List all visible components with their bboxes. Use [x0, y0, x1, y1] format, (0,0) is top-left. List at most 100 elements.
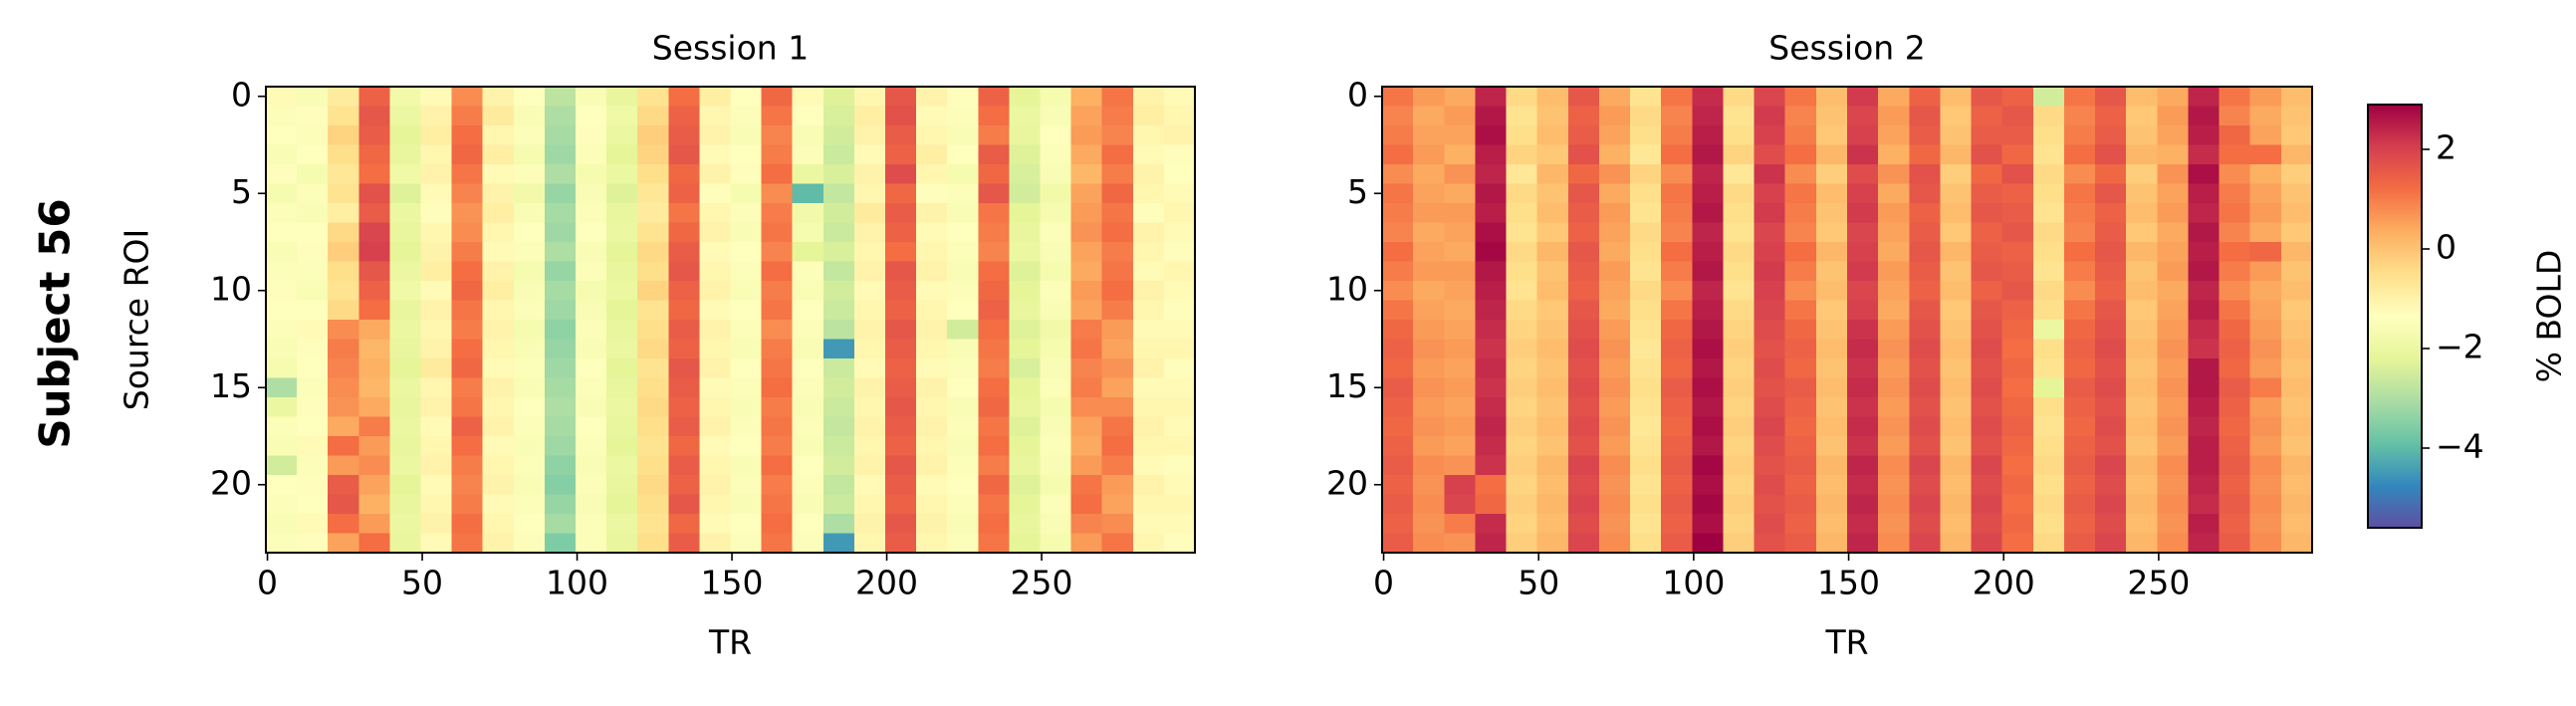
cell — [358, 203, 390, 224]
cell — [2063, 320, 2096, 341]
cell — [1971, 300, 2003, 321]
cell — [2219, 436, 2251, 457]
cell — [699, 475, 732, 496]
cell — [947, 203, 979, 224]
cell — [2095, 533, 2127, 554]
cell — [1784, 164, 1817, 185]
cell — [297, 377, 329, 398]
cell — [1909, 183, 1941, 204]
cell — [1567, 125, 1600, 146]
cell — [2126, 455, 2158, 476]
cell — [1382, 164, 1414, 185]
cell — [1382, 494, 1414, 515]
cell — [1847, 106, 1879, 126]
cell — [2126, 203, 2158, 224]
cell — [297, 494, 329, 515]
cell — [1723, 183, 1756, 204]
cell — [544, 358, 577, 379]
cell — [2157, 416, 2190, 437]
cell — [1163, 183, 1196, 204]
cell — [1847, 416, 1879, 437]
cell — [1784, 144, 1817, 165]
cell — [2063, 87, 2096, 108]
cell — [2157, 281, 2190, 302]
cell — [1536, 358, 1569, 379]
cell — [668, 475, 700, 496]
cell — [2063, 300, 2096, 321]
cell — [266, 455, 298, 476]
cell — [451, 514, 484, 535]
cell — [389, 377, 422, 398]
cell — [1661, 358, 1693, 379]
cell — [2219, 87, 2251, 108]
cell — [1101, 281, 1134, 302]
cell — [699, 87, 732, 108]
cell — [792, 377, 824, 398]
cell — [1784, 339, 1817, 359]
cell — [266, 514, 298, 535]
cell — [1909, 300, 1941, 321]
cell — [1971, 339, 2003, 359]
cell — [885, 358, 917, 379]
cell — [761, 261, 794, 282]
cell — [730, 125, 763, 146]
cell — [1101, 183, 1134, 204]
cell — [2249, 222, 2282, 243]
cell — [792, 261, 824, 282]
cell — [1847, 494, 1879, 515]
cell — [1009, 183, 1042, 204]
cell — [1163, 475, 1196, 496]
cell — [389, 320, 422, 341]
cell — [1101, 358, 1134, 379]
cell — [1692, 183, 1725, 204]
cell — [482, 125, 515, 146]
cell — [1536, 494, 1569, 515]
panel-title: Session 2 — [1768, 29, 1925, 68]
cell — [1070, 514, 1103, 535]
cell — [1630, 242, 1662, 263]
cell — [420, 358, 453, 379]
cell — [1630, 300, 1662, 321]
cell — [853, 455, 886, 476]
cell — [947, 494, 979, 515]
cell — [544, 144, 577, 165]
cell — [637, 281, 669, 302]
cell — [1784, 87, 1817, 108]
cell — [297, 339, 329, 359]
cell — [1536, 261, 1569, 282]
cell — [1784, 436, 1817, 457]
cell — [2032, 203, 2065, 224]
cell — [792, 455, 824, 476]
cell — [576, 164, 607, 185]
cell — [853, 281, 886, 302]
cell — [699, 106, 732, 126]
cell — [668, 261, 700, 282]
cell — [1536, 203, 1569, 224]
cell — [297, 320, 329, 341]
cell — [1909, 416, 1941, 437]
cell — [2095, 144, 2127, 165]
cell — [2188, 203, 2221, 224]
cell — [1878, 106, 1910, 126]
cell — [1784, 183, 1817, 204]
cell — [1909, 164, 1941, 185]
cell — [1878, 222, 1910, 243]
cell — [297, 358, 329, 379]
cell — [1847, 533, 1879, 554]
cell — [668, 416, 700, 437]
cell — [916, 106, 948, 126]
cell — [2157, 455, 2190, 476]
x-tick-label: 200 — [855, 564, 918, 602]
cell — [668, 106, 700, 126]
cell — [1101, 514, 1134, 535]
cell — [2249, 475, 2282, 496]
cell — [668, 281, 700, 302]
cell — [328, 339, 359, 359]
cell — [1444, 416, 1476, 437]
cell — [885, 514, 917, 535]
cell — [1163, 144, 1196, 165]
cell — [513, 358, 546, 379]
cell — [730, 281, 763, 302]
cell — [1847, 377, 1879, 398]
cell — [1723, 494, 1756, 515]
